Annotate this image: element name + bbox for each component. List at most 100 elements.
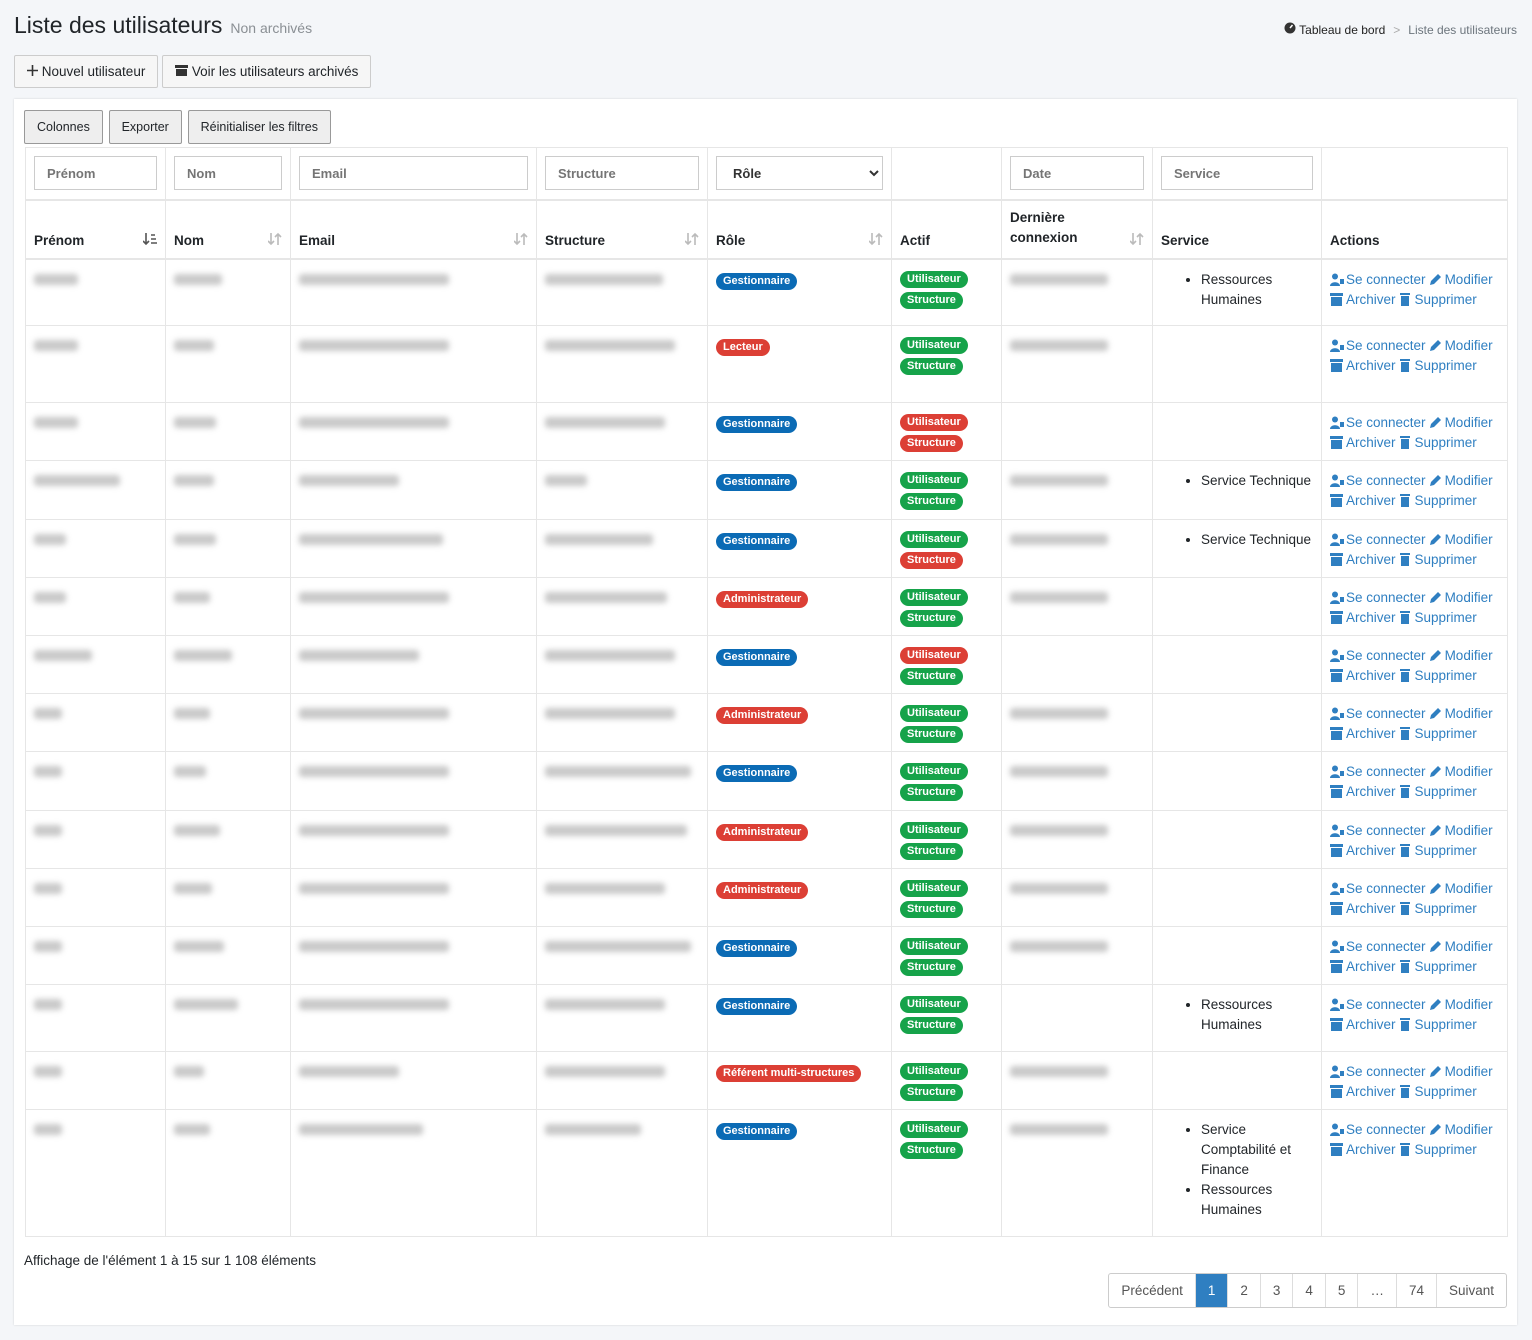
active-badge: Structure <box>900 435 963 452</box>
action-link[interactable]: Modifier <box>1429 997 1493 1012</box>
action-link[interactable]: Se connecter <box>1330 648 1426 663</box>
action-link[interactable]: Archiver <box>1330 493 1396 508</box>
redacted-text <box>34 592 66 603</box>
action-link[interactable]: Archiver <box>1330 610 1396 625</box>
page-item[interactable]: 3 <box>1259 1274 1293 1307</box>
filter-input[interactable] <box>1161 156 1313 190</box>
action-link[interactable]: Supprimer <box>1399 435 1477 450</box>
filter-input[interactable] <box>545 156 699 190</box>
filter-input[interactable] <box>174 156 282 190</box>
column-header[interactable]: Prénom <box>25 198 166 260</box>
action-link[interactable]: Supprimer <box>1399 358 1477 373</box>
action-link[interactable]: Archiver <box>1330 784 1396 799</box>
archive-shape <box>1331 498 1342 507</box>
action-link[interactable]: Supprimer <box>1399 901 1477 916</box>
action-link[interactable]: Modifier <box>1429 1122 1493 1137</box>
page-item[interactable]: 74 <box>1395 1274 1436 1307</box>
reset-filters-button[interactable]: Réinitialiser les filtres <box>187 110 332 144</box>
action-link[interactable]: Supprimer <box>1399 493 1477 508</box>
page-item[interactable]: 5 <box>1324 1274 1358 1307</box>
filter-input[interactable] <box>1010 156 1144 190</box>
action-link[interactable]: Se connecter <box>1330 764 1426 779</box>
archived-users-button[interactable]: Voir les utilisateurs archivés <box>162 55 372 88</box>
action-link[interactable]: Archiver <box>1330 1017 1396 1032</box>
action-link[interactable]: Se connecter <box>1330 881 1426 896</box>
column-header[interactable]: Nom <box>165 198 291 260</box>
action-link[interactable]: Modifier <box>1429 706 1493 721</box>
action-link[interactable]: Se connecter <box>1330 415 1426 430</box>
action-link[interactable]: Se connecter <box>1330 997 1426 1012</box>
action-link[interactable]: Archiver <box>1330 1084 1396 1099</box>
action-link[interactable]: Se connecter <box>1330 706 1426 721</box>
action-link[interactable]: Supprimer <box>1399 959 1477 974</box>
action-link[interactable]: Archiver <box>1330 726 1396 741</box>
action-link[interactable]: Supprimer <box>1399 292 1477 307</box>
page-item[interactable]: … <box>1357 1274 1396 1307</box>
action-link[interactable]: Archiver <box>1330 843 1396 858</box>
action-link[interactable]: Modifier <box>1429 415 1493 430</box>
action-link[interactable]: Modifier <box>1429 473 1493 488</box>
action-link[interactable]: Modifier <box>1429 338 1493 353</box>
action-link[interactable]: Modifier <box>1429 1064 1493 1079</box>
action-link[interactable]: Se connecter <box>1330 590 1426 605</box>
page-item[interactable]: Précédent <box>1121 1283 1183 1298</box>
action-link[interactable]: Supprimer <box>1399 552 1477 567</box>
action-link[interactable]: Se connecter <box>1330 1064 1426 1079</box>
action-link[interactable]: Se connecter <box>1330 1122 1426 1137</box>
action-link[interactable]: Se connecter <box>1330 473 1426 488</box>
action-link[interactable]: Supprimer <box>1399 784 1477 799</box>
export-button[interactable]: Exporter <box>108 110 182 144</box>
action-link[interactable]: Archiver <box>1330 358 1396 373</box>
action-link[interactable]: Modifier <box>1429 648 1493 663</box>
filter-input[interactable] <box>34 156 157 190</box>
column-header[interactable]: Email <box>290 198 537 260</box>
page-item[interactable]: 2 <box>1227 1274 1260 1307</box>
column-header[interactable]: Structure <box>536 198 708 260</box>
page-item[interactable]: 4 <box>1292 1274 1325 1307</box>
user-row: Gestionnaire Utilisateur Structure Ressourc… <box>25 984 1508 1052</box>
last-login-cell <box>1001 258 1153 326</box>
new-user-button[interactable]: Nouvel utilisateur <box>14 55 159 88</box>
column-header[interactable]: Dernière connexion <box>1001 198 1153 260</box>
action-link[interactable]: Supprimer <box>1399 1142 1477 1157</box>
columns-button[interactable]: Colonnes <box>24 110 103 144</box>
action-link[interactable]: Modifier <box>1429 272 1493 287</box>
action-link[interactable]: Archiver <box>1330 552 1396 567</box>
action-link[interactable]: Supprimer <box>1399 610 1477 625</box>
action-link[interactable]: Archiver <box>1330 668 1396 683</box>
edit-icon <box>1429 417 1441 428</box>
column-header[interactable]: Rôle <box>707 198 892 260</box>
redacted-cell <box>25 325 166 403</box>
login-shape <box>1332 765 1338 772</box>
action-link[interactable]: Archiver <box>1330 901 1396 916</box>
breadcrumb-link[interactable]: Tableau de bord <box>1299 23 1386 37</box>
action-link[interactable]: Se connecter <box>1330 338 1426 353</box>
action-link[interactable]: Archiver <box>1330 292 1396 307</box>
action-link[interactable]: Modifier <box>1429 764 1493 779</box>
action-link[interactable]: Archiver <box>1330 959 1396 974</box>
action-link[interactable]: Modifier <box>1429 590 1493 605</box>
page-item[interactable]: 1 <box>1194 1274 1228 1307</box>
filter-input[interactable] <box>299 156 528 190</box>
action-link[interactable]: Archiver <box>1330 435 1396 450</box>
action-link[interactable]: Modifier <box>1429 881 1493 896</box>
action-link[interactable]: Modifier <box>1429 532 1493 547</box>
action-link[interactable]: Archiver <box>1330 1142 1396 1157</box>
action-link[interactable]: Supprimer <box>1399 1017 1477 1032</box>
role-badge: Gestionnaire <box>716 998 798 1015</box>
role-filter[interactable]: Rôle <box>716 156 883 190</box>
login-shape <box>1332 998 1338 1005</box>
action-link[interactable]: Supprimer <box>1399 1084 1477 1099</box>
action-link[interactable]: Modifier <box>1429 823 1493 838</box>
action-link[interactable]: Se connecter <box>1330 823 1426 838</box>
actions-cell: Se connecter Modifier Archiver Supprimer <box>1321 810 1508 869</box>
action-link[interactable]: Se connecter <box>1330 939 1426 954</box>
page-item[interactable]: Suivant <box>1435 1274 1506 1307</box>
action-link[interactable]: Se connecter <box>1330 272 1426 287</box>
action-link[interactable]: Se connecter <box>1330 532 1426 547</box>
action-link[interactable]: Modifier <box>1429 939 1493 954</box>
action-link[interactable]: Supprimer <box>1399 726 1477 741</box>
actions-cell: Se connecter Modifier Archiver Supprimer <box>1321 926 1508 985</box>
action-link[interactable]: Supprimer <box>1399 843 1477 858</box>
action-link[interactable]: Supprimer <box>1399 668 1477 683</box>
